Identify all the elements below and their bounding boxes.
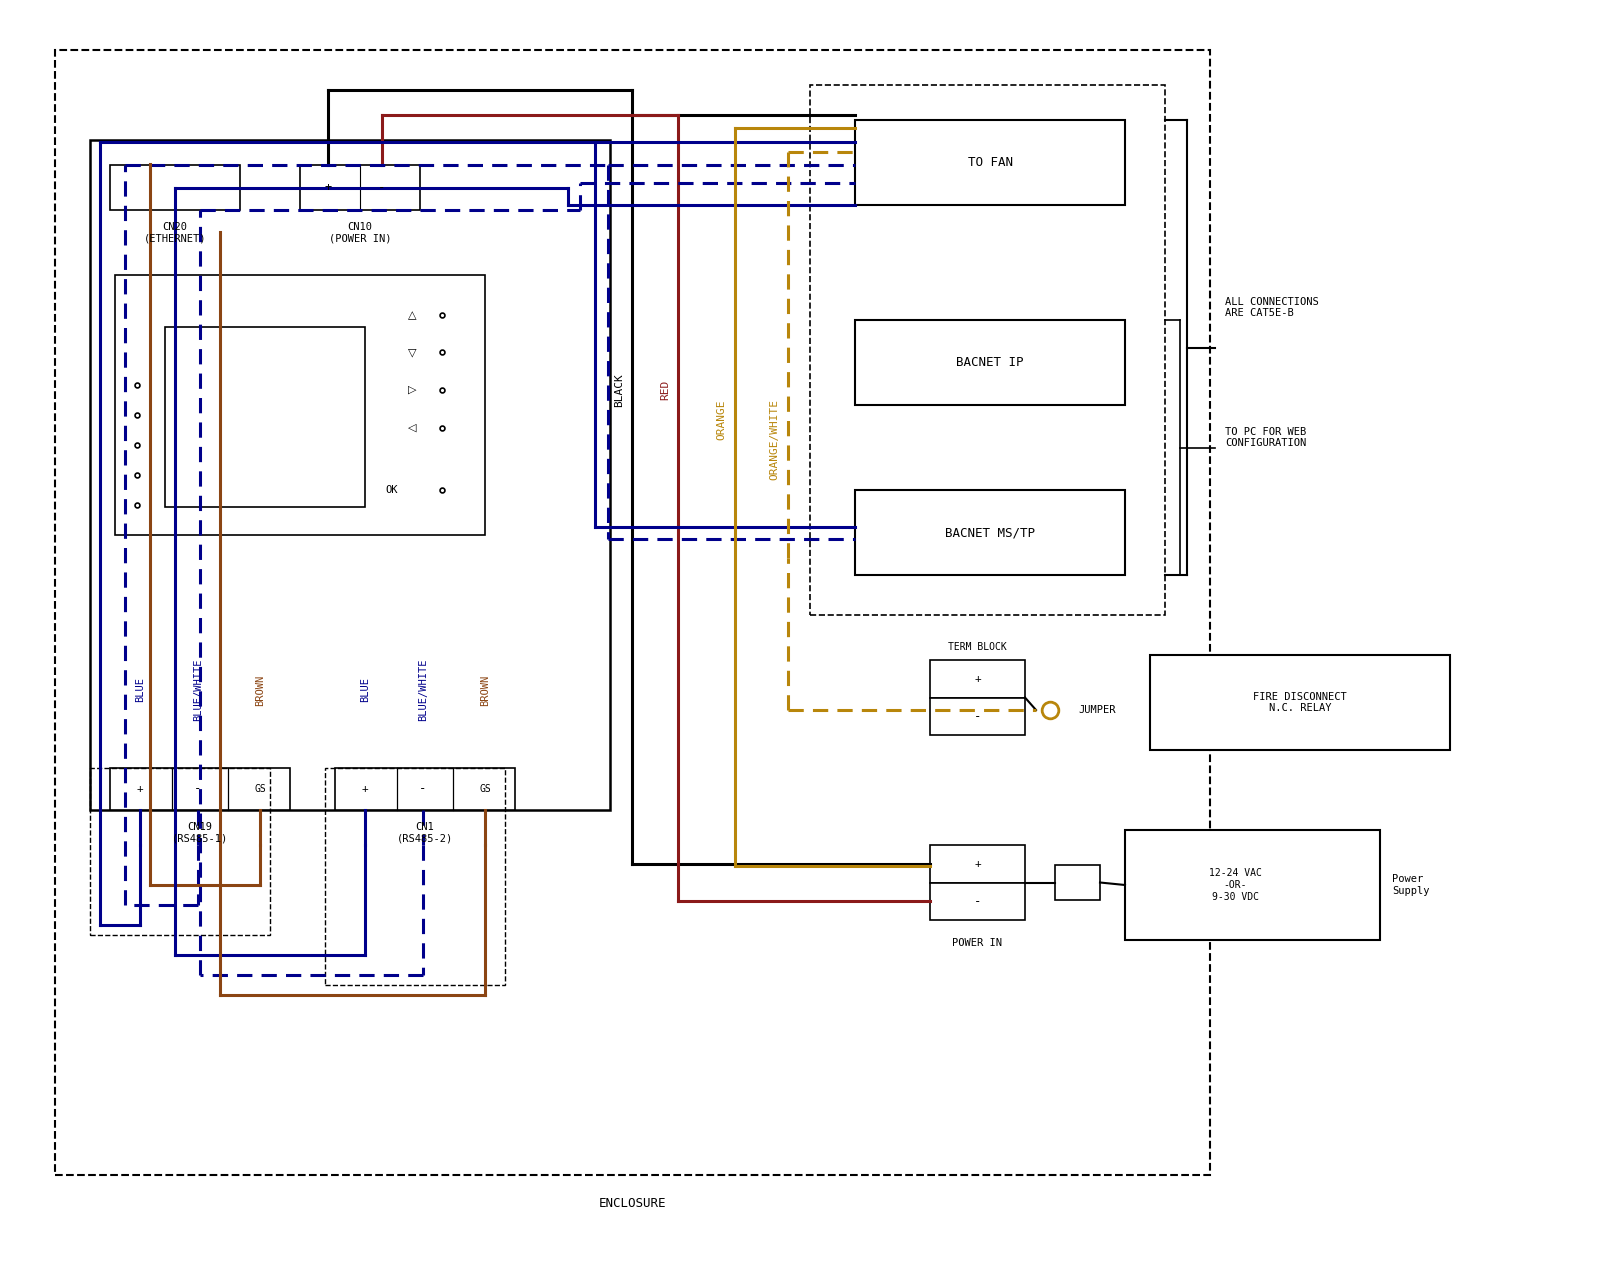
Text: -: -	[378, 182, 386, 194]
Text: -: -	[194, 782, 202, 795]
FancyBboxPatch shape	[930, 845, 1026, 883]
FancyBboxPatch shape	[854, 490, 1125, 575]
Text: -: -	[974, 710, 981, 723]
Text: TERM BLOCK: TERM BLOCK	[949, 643, 1006, 652]
FancyBboxPatch shape	[930, 660, 1026, 697]
FancyBboxPatch shape	[1125, 831, 1379, 940]
FancyBboxPatch shape	[110, 768, 290, 810]
Text: RED: RED	[661, 380, 670, 400]
Text: ALL CONNECTIONS
ARE CAT5E-B: ALL CONNECTIONS ARE CAT5E-B	[1226, 297, 1318, 319]
FancyBboxPatch shape	[854, 119, 1125, 204]
Text: BACNET MS/TP: BACNET MS/TP	[946, 526, 1035, 538]
Text: BLACK: BLACK	[614, 373, 624, 406]
Text: ▽: ▽	[408, 347, 416, 357]
Text: Power
Supply: Power Supply	[1392, 874, 1429, 895]
Text: BLUE/WHITE: BLUE/WHITE	[194, 659, 203, 721]
Text: OK: OK	[386, 485, 398, 495]
Text: GS: GS	[254, 784, 266, 794]
Text: +: +	[974, 859, 981, 869]
FancyBboxPatch shape	[1054, 865, 1101, 900]
Text: CN10
(POWER IN): CN10 (POWER IN)	[328, 222, 392, 244]
Text: ORANGE/WHITE: ORANGE/WHITE	[770, 400, 779, 480]
Text: GS: GS	[478, 784, 491, 794]
Text: CN1
(RS485-2): CN1 (RS485-2)	[397, 822, 453, 843]
Text: BLUE: BLUE	[360, 677, 370, 702]
Text: CN19
(RS485-1): CN19 (RS485-1)	[171, 822, 229, 843]
FancyBboxPatch shape	[301, 165, 419, 210]
Text: ▷: ▷	[408, 385, 416, 395]
Text: +: +	[974, 674, 981, 683]
FancyBboxPatch shape	[930, 697, 1026, 735]
Text: BLUE/WHITE: BLUE/WHITE	[418, 659, 429, 721]
Text: CN20
(ETHERNET): CN20 (ETHERNET)	[144, 222, 206, 244]
Text: BROWN: BROWN	[480, 674, 490, 706]
Text: +: +	[136, 784, 144, 794]
Text: 12-24 VAC
-OR-
9-30 VDC: 12-24 VAC -OR- 9-30 VDC	[1208, 869, 1261, 902]
Text: TO PC FOR WEB
CONFIGURATION: TO PC FOR WEB CONFIGURATION	[1226, 427, 1306, 448]
Text: JUMPER: JUMPER	[1078, 705, 1115, 715]
Text: -: -	[974, 895, 981, 908]
Text: ◁: ◁	[408, 423, 416, 433]
FancyBboxPatch shape	[854, 320, 1125, 405]
FancyBboxPatch shape	[930, 883, 1026, 919]
Text: BROWN: BROWN	[254, 674, 266, 706]
Text: △: △	[408, 310, 416, 320]
Text: POWER IN: POWER IN	[952, 939, 1003, 947]
Text: ORANGE: ORANGE	[717, 400, 726, 441]
FancyBboxPatch shape	[110, 165, 240, 210]
Text: -: -	[419, 782, 427, 795]
Text: ENCLOSURE: ENCLOSURE	[598, 1198, 666, 1210]
FancyBboxPatch shape	[334, 768, 515, 810]
Text: +: +	[362, 784, 368, 794]
Text: BACNET IP: BACNET IP	[957, 356, 1024, 370]
Text: TO FAN: TO FAN	[968, 156, 1013, 169]
Text: FIRE DISCONNECT
N.C. RELAY: FIRE DISCONNECT N.C. RELAY	[1253, 692, 1347, 714]
FancyBboxPatch shape	[1150, 655, 1450, 751]
Text: +: +	[325, 182, 331, 194]
Text: BLUE: BLUE	[134, 677, 146, 702]
